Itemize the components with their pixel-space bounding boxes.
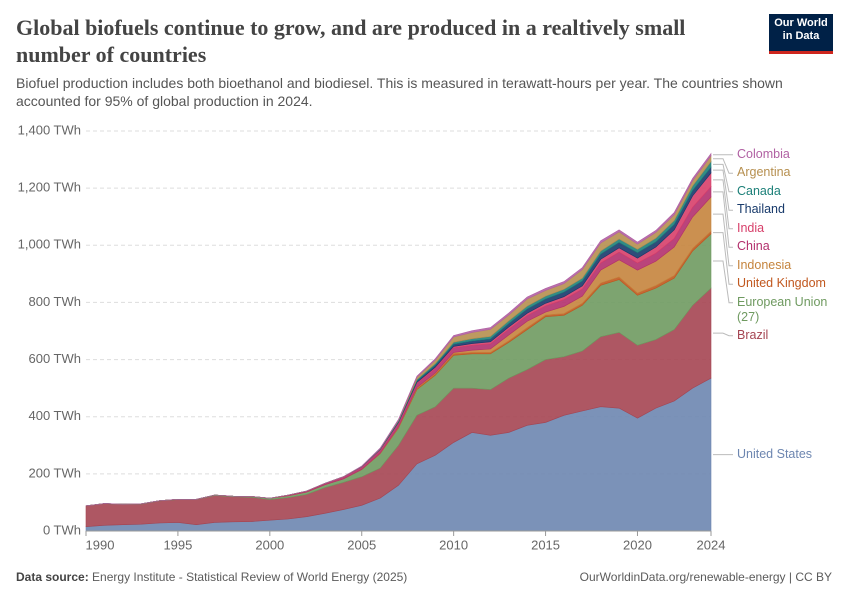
- label-connector: [713, 158, 733, 174]
- label-connector: [713, 191, 733, 248]
- footer-source: Data source: Energy Institute - Statisti…: [16, 570, 407, 584]
- footer-credit[interactable]: OurWorldinData.org/renewable-energy | CC…: [579, 570, 832, 584]
- y-tick-label: 1,400 TWh: [18, 122, 81, 137]
- x-tick-label: 2020: [623, 537, 652, 552]
- label-connector: [713, 169, 733, 211]
- x-tick-label: 2024: [697, 537, 726, 552]
- x-tick-label: 2010: [439, 537, 468, 552]
- y-tick-label: 800 TWh: [28, 294, 81, 309]
- y-tick-label: 400 TWh: [28, 408, 81, 423]
- x-tick-label: 1995: [163, 537, 192, 552]
- logo[interactable]: Our World in Data: [769, 14, 833, 54]
- legend-label[interactable]: Thailand: [737, 202, 785, 217]
- legend-label[interactable]: European Union (27): [737, 294, 828, 324]
- label-connector: [713, 163, 733, 193]
- x-tick-label: 1990: [86, 537, 115, 552]
- x-tick-label: 2000: [255, 537, 284, 552]
- area: [85, 152, 712, 507]
- legend-label[interactable]: Colombia: [737, 146, 790, 161]
- x-tick-label: 2005: [347, 537, 376, 552]
- y-tick-label: 0 TWh: [43, 522, 81, 537]
- chart-subtitle: Biofuel production includes both bioetha…: [16, 75, 783, 109]
- source-label: Data source:: [16, 570, 89, 584]
- y-tick-label: 1,200 TWh: [18, 180, 81, 195]
- legend-label[interactable]: India: [737, 220, 765, 235]
- label-connector: [713, 260, 733, 304]
- label-connector: [713, 179, 733, 230]
- label-connector: [713, 213, 733, 267]
- legend-label[interactable]: Brazil: [737, 327, 769, 342]
- legend-label[interactable]: United Kingdom: [737, 276, 826, 291]
- legend-label[interactable]: Canada: [737, 183, 781, 198]
- y-tick-label: 1,000 TWh: [18, 237, 81, 252]
- source[interactable]: Energy Institute - Statistical Review of…: [92, 570, 408, 584]
- label-connector: [713, 332, 733, 337]
- legend-label[interactable]: United States: [737, 446, 813, 461]
- y-tick-label: 600 TWh: [28, 351, 81, 366]
- x-tick-label: 2015: [531, 537, 560, 552]
- y-tick-label: 200 TWh: [28, 465, 81, 480]
- chart-title: Global biofuels continue to grow, and ar…: [16, 15, 686, 67]
- label-connector: [713, 232, 733, 285]
- legend-label[interactable]: China: [737, 239, 770, 254]
- legend-label[interactable]: Argentina: [737, 165, 791, 180]
- legend-label[interactable]: Indonesia: [737, 257, 792, 272]
